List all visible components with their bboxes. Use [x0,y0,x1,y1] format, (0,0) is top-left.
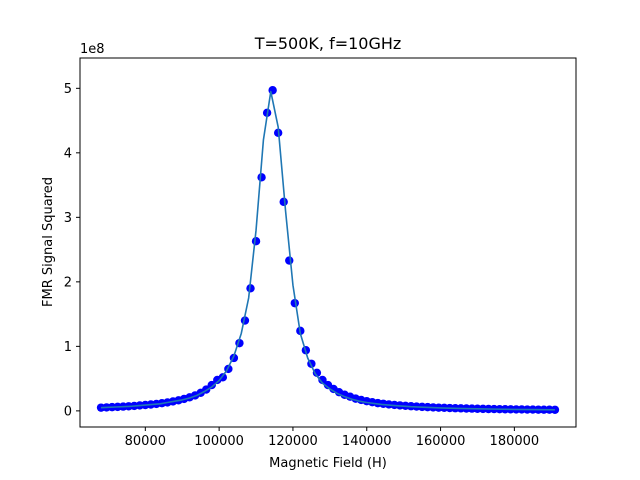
y-tick-label: 3 [64,211,72,226]
y-tick-label: 4 [64,146,72,161]
y-axis-ticks: 0 1 2 3 4 5 [64,82,80,419]
data-point [268,86,277,95]
x-tick-label: 160000 [416,434,466,449]
x-tick-label: 80000 [125,434,166,449]
data-point [312,368,322,378]
y-tick-label: 0 [64,404,72,419]
y-tick-label: 5 [64,82,72,97]
data-point [207,380,216,390]
chart-title: T=500K, f=10GHz [254,34,402,53]
y-tick-label: 2 [64,275,72,290]
data-point [285,256,294,265]
data-point [318,375,327,385]
axes-frame [79,57,577,428]
data-point [257,173,266,182]
y-offset-text: 1e8 [80,42,105,57]
data-point [279,197,288,207]
x-tick-label: 140000 [342,434,392,449]
data-point [290,298,299,308]
x-tick-label: 120000 [268,434,318,449]
y-axis-label: FMR Signal Squared [41,177,56,307]
y-tick-label: 1 [64,340,72,355]
series-line [101,90,555,411]
data-marks [96,86,560,414]
x-axis-ticks: 80000 100000 120000 140000 160000 180000 [125,427,540,449]
data-point [251,237,261,246]
x-tick-label: 180000 [490,434,540,449]
x-axis-label: Magnetic Field (H) [269,456,387,471]
x-tick-label: 100000 [194,434,244,449]
